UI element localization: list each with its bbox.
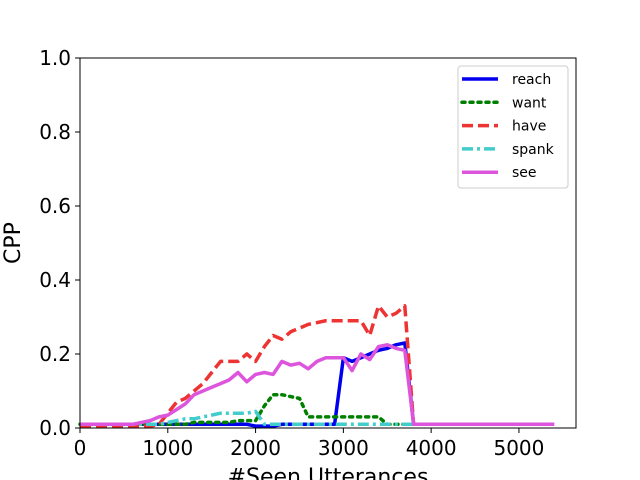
legend-label-see: see <box>512 165 537 181</box>
series-line-see <box>80 343 555 427</box>
y-tick-label: 0.4 <box>39 268 71 292</box>
x-tick-label: 2000 <box>230 436 281 460</box>
x-tick-label: 0 <box>74 436 87 460</box>
y-tick-label: 0.8 <box>39 120 71 144</box>
x-tick-label: 4000 <box>406 436 457 460</box>
series-layer <box>78 304 556 428</box>
y-axis-ticks: 0.0 0.2 0.4 0.6 0.8 1.0 <box>39 46 80 440</box>
x-axis-ticks: 0 1000 2000 3000 4000 5000 <box>74 428 544 460</box>
legend-label-want: want <box>512 95 547 111</box>
x-axis-label: #Seen Utterances <box>228 465 429 480</box>
y-tick-label: 0.2 <box>39 342 71 366</box>
plot-frame <box>79 57 577 429</box>
y-axis-label: CPP <box>1 222 26 264</box>
legend-label-have: have <box>512 119 546 135</box>
legend-label-spank: spank <box>512 142 555 158</box>
legend: reach want have spank see <box>457 65 569 189</box>
x-tick-label: 5000 <box>493 436 544 460</box>
legend-label-reach: reach <box>512 72 551 88</box>
legend-box <box>457 65 569 189</box>
x-tick-label: 1000 <box>142 436 193 460</box>
y-tick-label: 1.0 <box>39 46 71 70</box>
y-tick-label: 0.6 <box>39 194 71 218</box>
y-tick-label: 0.0 <box>39 416 71 440</box>
x-tick-label: 3000 <box>318 436 369 460</box>
